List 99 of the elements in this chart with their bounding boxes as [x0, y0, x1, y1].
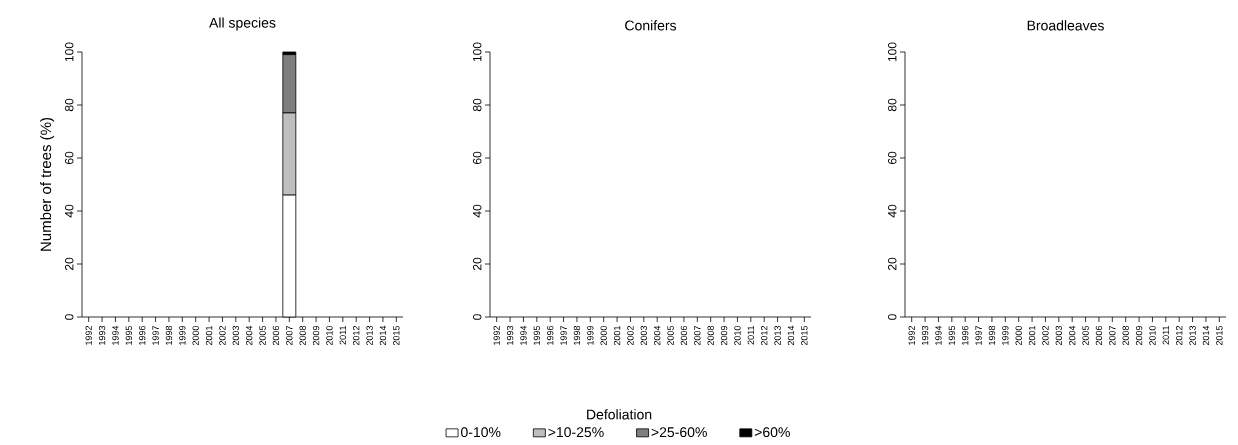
x-tick-label: 2010 — [734, 325, 741, 346]
chart-title: Broadleaves — [1027, 20, 1104, 31]
x-tick-label: 2001 — [1028, 325, 1036, 346]
x-tick-label: 2007 — [694, 325, 701, 346]
x-tick-label: 2002 — [219, 326, 226, 346]
x-tick-label: 2007 — [286, 326, 293, 346]
x-tick-label: 2007 — [1109, 325, 1116, 346]
x-tick-label: 1998 — [988, 325, 996, 345]
x-tick-label: 2003 — [232, 325, 240, 346]
chart-title: All species — [209, 17, 276, 31]
x-tick-label: 2000 — [1015, 325, 1022, 346]
y-tick-label: 20 — [64, 257, 74, 271]
x-tick-label: 2005 — [259, 325, 266, 346]
x-tick-label: 2001 — [205, 325, 213, 346]
legend-label: >60% — [754, 427, 790, 438]
y-tick-label: 100 — [64, 42, 74, 62]
x-tick-label: 2012 — [761, 325, 768, 346]
x-tick-label: 2010 — [1149, 325, 1156, 346]
y-tick-label: 40 — [64, 204, 74, 218]
legend-label: 0-10% — [461, 427, 501, 438]
x-tick-label: 2012 — [353, 326, 360, 346]
x-tick-label: 2009 — [720, 325, 728, 346]
y-tick-label: 60 — [472, 151, 482, 165]
x-tick-label: 1998 — [573, 325, 581, 345]
legend-title: Defoliation — [587, 409, 652, 420]
x-tick-label: 2013 — [1189, 325, 1196, 346]
y-tick-label: 100 — [472, 42, 482, 62]
y-tick-label: 0 — [472, 314, 482, 320]
x-tick-label: 1993 — [921, 325, 929, 345]
x-tick-label: 2004 — [654, 325, 661, 346]
x-tick-label: 1997 — [975, 325, 982, 345]
y-tick-label: 20 — [887, 257, 897, 271]
y-axis-title: Number of trees (%) — [40, 117, 55, 251]
x-tick-label: 1999 — [1002, 325, 1009, 345]
legend-label: >25-60% — [651, 427, 707, 438]
legend-label: >10-25% — [548, 427, 604, 438]
x-tick-label: 2003 — [1055, 325, 1063, 346]
y-tick-label: 80 — [472, 98, 482, 112]
y-tick-label: 100 — [887, 42, 897, 62]
x-tick-label: 2013 — [774, 325, 781, 346]
x-tick-label: 1998 — [165, 325, 173, 345]
y-tick-label: 0 — [887, 314, 897, 320]
x-tick-label: 1992 — [908, 325, 915, 345]
x-tick-label: 1992 — [85, 326, 92, 345]
x-tick-label: 2001 — [613, 325, 621, 346]
x-tick-label: 2002 — [1042, 325, 1049, 346]
x-tick-label: 2010 — [326, 325, 333, 346]
x-tick-label: 1994 — [520, 325, 527, 345]
x-tick-label: 2000 — [192, 325, 199, 346]
x-tick-label: 2015 — [393, 325, 400, 346]
x-tick-label: 2005 — [667, 325, 674, 346]
x-tick-label: 1993 — [506, 325, 514, 345]
x-tick-label: 1993 — [98, 325, 106, 345]
x-tick-label: 1996 — [139, 325, 146, 345]
x-tick-label: 1995 — [533, 325, 541, 345]
x-tick-label: 2014 — [787, 325, 795, 346]
x-tick-label: 1995 — [125, 325, 133, 345]
x-tick-label: 1995 — [948, 325, 956, 345]
x-tick-label: 1997 — [152, 326, 159, 345]
x-tick-label: 2013 — [366, 325, 373, 346]
x-tick-label: 2009 — [1135, 325, 1143, 346]
x-tick-label: 2008 — [707, 325, 714, 346]
x-tick-label: 2004 — [1069, 325, 1076, 346]
x-tick-label: 2002 — [627, 325, 634, 346]
x-tick-label: 2006 — [1095, 325, 1103, 346]
x-tick-label: 2009 — [312, 325, 320, 346]
y-tick-label: 40 — [472, 204, 482, 218]
y-tick-label: 80 — [887, 98, 897, 112]
x-tick-label: 2014 — [1202, 325, 1210, 346]
x-tick-label: 2005 — [1082, 325, 1089, 346]
y-tick-label: 60 — [64, 151, 74, 165]
x-tick-label: 2015 — [1216, 325, 1223, 346]
y-tick-label: 80 — [64, 98, 74, 112]
x-tick-label: 1994 — [112, 325, 119, 345]
x-tick-label: 2011 — [339, 325, 347, 345]
x-tick-label: 2015 — [801, 325, 808, 346]
x-tick-label: 2006 — [272, 325, 280, 346]
x-tick-label: 1999 — [179, 325, 186, 345]
chart-title: Conifers — [625, 20, 677, 31]
x-tick-label: 2003 — [640, 325, 648, 346]
x-tick-label: 2008 — [1122, 325, 1129, 346]
x-tick-label: 2012 — [1176, 325, 1183, 346]
y-tick-label: 40 — [887, 204, 897, 218]
x-tick-label: 2014 — [379, 325, 387, 346]
x-tick-label: 1996 — [962, 325, 969, 345]
x-tick-label: 1999 — [587, 325, 594, 345]
x-tick-label: 2006 — [680, 325, 688, 346]
x-tick-label: 2011 — [747, 325, 755, 345]
x-tick-label: 2008 — [299, 325, 306, 346]
x-tick-label: 2004 — [246, 325, 253, 346]
x-tick-label: 1997 — [560, 325, 567, 345]
x-tick-label: 1994 — [935, 325, 942, 345]
y-tick-label: 60 — [887, 151, 897, 165]
x-tick-label: 1992 — [493, 325, 500, 345]
y-tick-label: 0 — [64, 314, 74, 320]
y-tick-label: 20 — [472, 257, 482, 271]
x-tick-label: 2011 — [1162, 325, 1170, 345]
x-tick-label: 2000 — [600, 325, 607, 346]
x-tick-label: 1996 — [547, 325, 554, 345]
